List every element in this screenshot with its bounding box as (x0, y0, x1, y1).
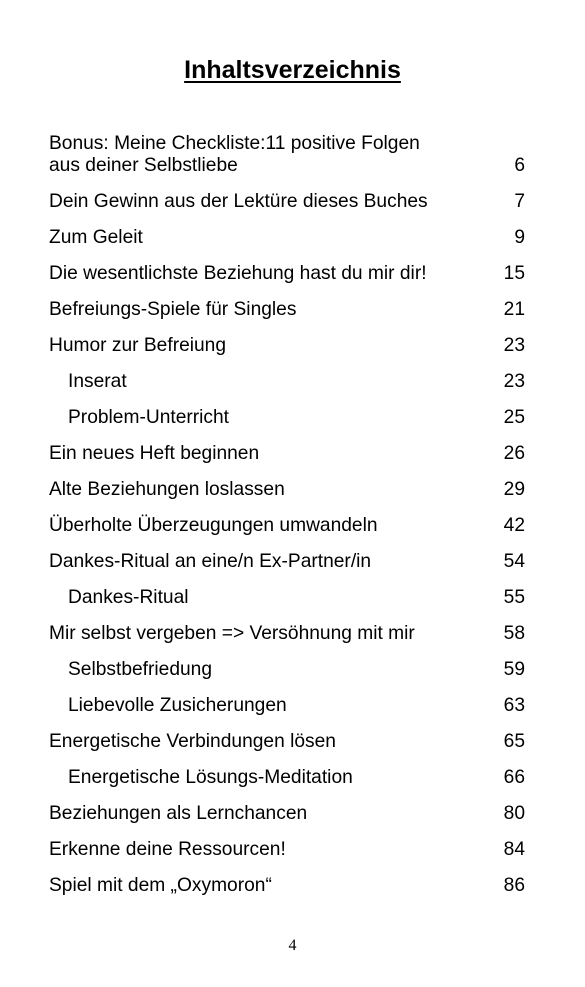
toc-entry-page: 54 (503, 551, 525, 572)
toc-entry[interactable]: Mir selbst vergeben => Versöhnung mit mi… (49, 623, 525, 645)
toc-entry-page: 58 (503, 623, 525, 644)
toc-entry-page: 26 (503, 443, 525, 464)
toc-entry-title: Energetische Verbindungen lösen (49, 731, 336, 752)
toc-entry-page: 80 (503, 803, 525, 824)
toc-subentry[interactable]: Selbstbefriedung 59 (49, 659, 525, 681)
toc-entry-title: Alte Beziehungen loslassen (49, 479, 285, 500)
toc-entry-title: Dankes-Ritual an eine/n Ex-Partner/in (49, 551, 372, 572)
toc-entry-title: Liebevolle Zusicherungen (68, 695, 287, 716)
toc-subentry[interactable]: Liebevolle Zusicherungen 63 (49, 695, 525, 717)
toc-entry[interactable]: Ein neues Heft beginnen 26 (49, 443, 525, 465)
toc-entry-page: 86 (503, 875, 525, 896)
toc-entry-page: 23 (503, 371, 525, 392)
toc-entry-page: 29 (503, 479, 525, 500)
toc-entry[interactable]: Befreiungs-Spiele für Singles 21 (49, 299, 525, 321)
toc-entry-title: Beziehungen als Lernchancen (49, 803, 308, 824)
toc-entry-page: 42 (503, 515, 525, 536)
toc-entry[interactable]: Dankes-Ritual an eine/n Ex-Partner/in 54 (49, 551, 525, 573)
toc-entry-title: Befreiungs-Spiele für Singles (49, 299, 297, 320)
toc-subentry[interactable]: Problem-Unterricht 25 (49, 407, 525, 429)
toc-entry-title: Zum Geleit (49, 227, 143, 248)
toc-entry-title: Spiel mit dem „Oxymoron“ (49, 875, 272, 896)
toc-entry-title: Energetische Lösungs-Meditation (68, 767, 353, 788)
page-title: Inhaltsverzeichnis (184, 56, 401, 84)
page-number: 4 (288, 937, 297, 954)
toc-entry-page: 55 (503, 587, 525, 608)
toc-entry-title: Selbstbefriedung (68, 659, 213, 680)
toc-entry[interactable]: Alte Beziehungen loslassen 29 (49, 479, 525, 501)
toc-entry-title: Die wesentlichste Beziehung hast du mir … (49, 263, 427, 284)
toc-entry-title: Erkenne deine Ressourcen! (49, 839, 286, 860)
toc-entry-title: Humor zur Befreiung (49, 335, 227, 356)
toc-entry-title: Überholte Überzeugungen umwandeln (49, 515, 378, 536)
toc-entry-title: Problem-Unterricht (68, 407, 230, 428)
toc-entry-title-line1: Bonus: Meine Checkliste:11 positive Folg… (49, 133, 420, 154)
toc-entry[interactable]: Die wesentlichste Beziehung hast du mir … (49, 263, 525, 285)
toc-entry-page: 84 (503, 839, 525, 860)
toc-entry-page: 59 (503, 659, 525, 680)
toc-entry-title: aus deiner Selbstliebe (49, 155, 238, 176)
toc-entry[interactable]: Überholte Überzeugungen umwandeln 42 (49, 515, 525, 537)
toc-entry[interactable]: Erkenne deine Ressourcen! 84 (49, 839, 525, 861)
toc-entry-page: 21 (503, 299, 525, 320)
toc-entry[interactable]: Beziehungen als Lernchancen 80 (49, 803, 525, 825)
toc-entry-page: 15 (503, 263, 525, 284)
toc-entry-title: Dein Gewinn aus der Lektüre dieses Buche… (49, 191, 428, 212)
toc-entry-page: 25 (503, 407, 525, 428)
toc-entry-title: Inserat (68, 371, 127, 392)
toc-entry-title: Dankes-Ritual (68, 587, 189, 608)
toc-subentry[interactable]: Energetische Lösungs-Meditation 66 (49, 767, 525, 789)
toc-entry-page: 63 (503, 695, 525, 716)
toc-entry-page: 23 (503, 335, 525, 356)
toc-entry[interactable]: Humor zur Befreiung 23 (49, 335, 525, 357)
toc-entry[interactable]: Dein Gewinn aus der Lektüre dieses Buche… (49, 191, 525, 213)
toc-entry[interactable]: Energetische Verbindungen lösen 65 (49, 731, 525, 753)
toc-entry-page: 6 (514, 155, 525, 176)
toc-entry[interactable]: Bonus: Meine Checkliste:11 positive Folg… (49, 133, 525, 177)
table-of-contents: Bonus: Meine Checkliste:11 positive Folg… (49, 133, 525, 911)
toc-entry-page: 7 (514, 191, 525, 212)
toc-entry[interactable]: Zum Geleit 9 (49, 227, 525, 249)
toc-subentry[interactable]: Dankes-Ritual 55 (49, 587, 525, 609)
toc-subentry[interactable]: Inserat 23 (49, 371, 525, 393)
toc-entry-page: 9 (514, 227, 525, 248)
toc-entry-title: Mir selbst vergeben => Versöhnung mit mi… (49, 623, 415, 644)
toc-entry-page: 66 (503, 767, 525, 788)
toc-entry-page: 65 (503, 731, 525, 752)
toc-entry[interactable]: Spiel mit dem „Oxymoron“ 86 (49, 875, 525, 897)
toc-entry-title: Ein neues Heft beginnen (49, 443, 260, 464)
